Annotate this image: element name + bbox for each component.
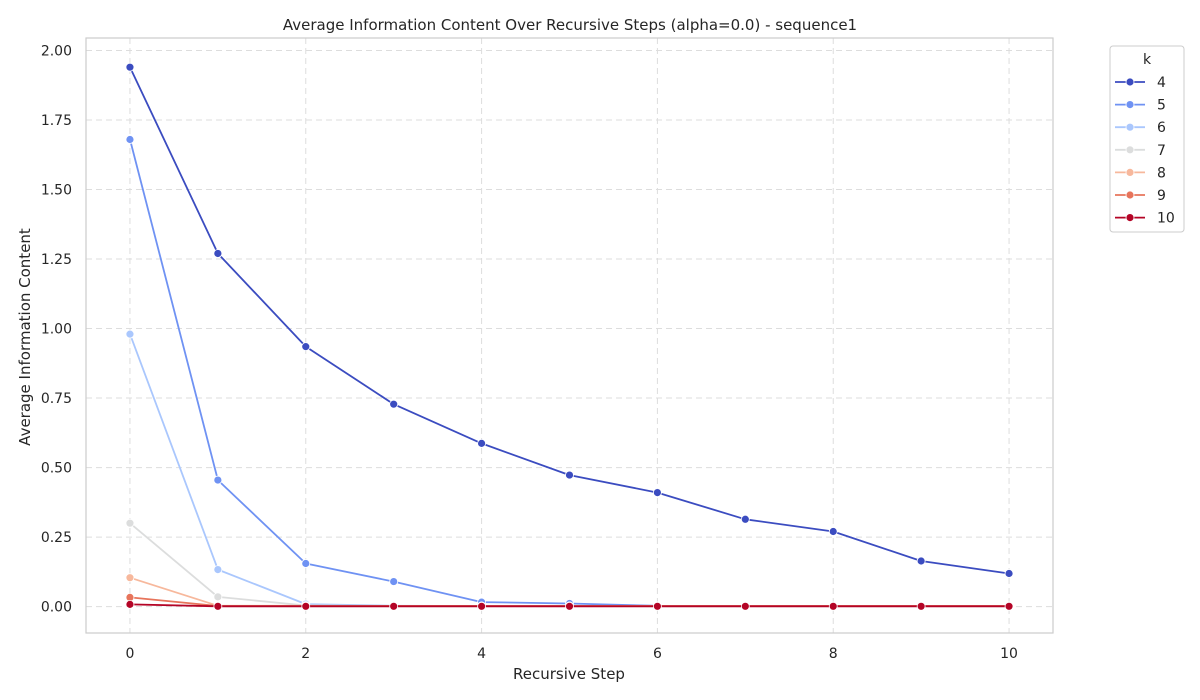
- x-tick-label: 4: [477, 646, 486, 662]
- x-tick-label: 8: [829, 646, 838, 662]
- x-axis-ticks: 0 2 4 6 8 10: [125, 646, 1017, 662]
- y-tick-label: 2.00: [41, 44, 72, 60]
- data-point: [125, 599, 135, 609]
- data-point: [213, 601, 223, 611]
- series-line: [129, 522, 1009, 607]
- y-tick-label: 0.50: [41, 461, 72, 477]
- legend-label: 6: [1157, 120, 1166, 136]
- legend-marker: [1125, 145, 1135, 155]
- series-5: [125, 135, 1014, 611]
- x-axis-label: Recursive Step: [513, 665, 625, 683]
- data-point: [653, 601, 662, 611]
- legend-item-5: 5: [1115, 98, 1166, 114]
- legend-marker: [1125, 77, 1135, 87]
- legend-item-7: 7: [1115, 143, 1166, 159]
- y-tick-label: 0.25: [41, 530, 72, 546]
- data-point: [477, 601, 486, 611]
- data-point: [828, 527, 838, 536]
- legend-label: 5: [1157, 98, 1166, 114]
- data-point: [301, 601, 311, 611]
- legend-label: 9: [1157, 188, 1166, 204]
- chart-title: Average Information Content Over Recursi…: [283, 16, 857, 34]
- data-point: [125, 329, 135, 339]
- legend-marker: [1125, 122, 1135, 132]
- legend-marker: [1125, 213, 1135, 223]
- data-point: [477, 438, 486, 448]
- legend-item-10: 10: [1115, 211, 1175, 227]
- data-point: [125, 518, 135, 528]
- data-point: [740, 514, 750, 524]
- data-point: [301, 559, 311, 568]
- data-point: [1004, 569, 1014, 578]
- x-tick-label: 0: [125, 646, 134, 662]
- series-line: [129, 66, 1010, 575]
- y-axis-ticks: 0.00 0.25 0.50 0.75 1.00 1.25 1.50 1.75 2.00: [41, 44, 72, 616]
- data-point: [565, 470, 574, 480]
- y-axis-label: Average Information Content: [16, 228, 34, 446]
- series-line: [129, 139, 1009, 607]
- data-point: [389, 577, 399, 586]
- y-tick-label: 1.50: [41, 183, 72, 199]
- legend-item-8: 8: [1115, 165, 1166, 181]
- data-point: [916, 556, 926, 566]
- x-tick-label: 2: [301, 646, 310, 662]
- data-point: [125, 62, 135, 72]
- legend-label: 10: [1157, 211, 1175, 227]
- data-point: [653, 488, 662, 497]
- y-tick-label: 0.00: [41, 600, 72, 616]
- plot-frame: [85, 37, 1054, 634]
- legend-item-4: 4: [1115, 75, 1166, 91]
- legend-items: 4 5 6 7 8 9 10: [1115, 75, 1175, 227]
- legend-label: 8: [1157, 165, 1166, 181]
- y-tick-label: 1.00: [41, 322, 72, 338]
- data-point: [740, 601, 750, 611]
- data-point: [1004, 601, 1014, 611]
- x-tick-label: 10: [1000, 646, 1018, 662]
- data-point: [213, 475, 223, 485]
- y-tick-label: 0.75: [41, 391, 72, 407]
- series-4: [125, 62, 1014, 578]
- y-tick-label: 1.25: [41, 252, 72, 268]
- grid-lines: [86, 38, 1053, 633]
- series-6: [125, 329, 1014, 611]
- series-7: [125, 518, 1014, 611]
- legend-marker: [1125, 100, 1135, 109]
- data-point: [213, 565, 223, 575]
- data-point: [389, 601, 399, 611]
- legend-item-9: 9: [1115, 188, 1166, 204]
- data-point: [389, 399, 399, 409]
- legend-item-6: 6: [1115, 120, 1166, 136]
- data-point: [125, 135, 135, 144]
- legend-box: [1109, 45, 1185, 233]
- legend-label: 4: [1157, 75, 1166, 91]
- data-point: [213, 592, 223, 602]
- data-point: [916, 601, 926, 611]
- series-10: [125, 599, 1014, 611]
- data-point: [125, 573, 135, 583]
- data-point: [301, 342, 311, 352]
- x-tick-label: 6: [653, 646, 662, 662]
- data-point: [213, 249, 223, 258]
- y-tick-label: 1.75: [41, 113, 72, 129]
- data-point: [828, 601, 838, 611]
- legend-label: 7: [1157, 143, 1166, 159]
- series-line: [129, 333, 1009, 607]
- legend-marker: [1125, 190, 1135, 200]
- legend: k 4 5 6 7 8 9 10: [1109, 45, 1185, 233]
- data-point: [565, 601, 574, 611]
- legend-title: k: [1143, 52, 1152, 68]
- legend-marker: [1125, 167, 1135, 177]
- series-layer: [125, 62, 1014, 611]
